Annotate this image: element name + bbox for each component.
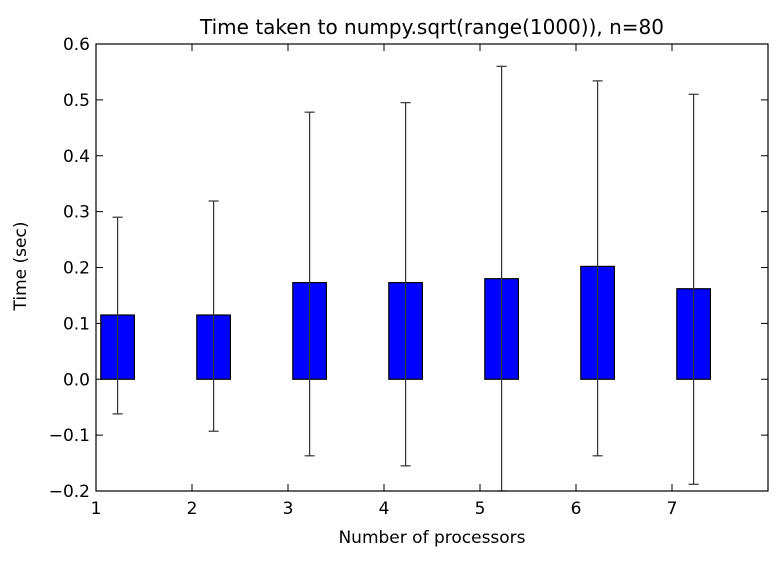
y-tick-label: 0.3 <box>63 203 90 223</box>
y-tick-label: 0.1 <box>63 314 90 334</box>
x-tick-label: 3 <box>283 499 294 519</box>
y-tick-label: 0.0 <box>63 370 90 390</box>
y-tick-label: −0.1 <box>49 426 90 446</box>
x-tick-label: 6 <box>571 499 582 519</box>
y-tick-label: 0.6 <box>63 35 90 55</box>
y-tick-label: 0.5 <box>63 91 90 111</box>
x-tick-label: 2 <box>187 499 198 519</box>
y-tick-label: −0.2 <box>49 482 90 502</box>
plot-area: −0.2 −0.1 0.0 0.1 0.2 0.3 0.4 0.5 0.6 1 2 3 4 5 6 7 <box>49 35 769 519</box>
x-tick-label: 5 <box>475 499 486 519</box>
y-axis-label: Time (sec) <box>11 222 31 312</box>
x-axis-label: Number of processors <box>338 528 525 548</box>
plot-frame <box>95 43 769 492</box>
x-tick-label: 7 <box>667 499 678 519</box>
chart-title: Time taken to numpy.sqrt(range(1000)), n… <box>199 15 664 39</box>
x-tick-label: 4 <box>379 499 390 519</box>
y-tick-label: 0.2 <box>63 259 90 279</box>
y-tick-label: 0.4 <box>63 147 90 167</box>
x-tick-label: 1 <box>91 499 102 519</box>
